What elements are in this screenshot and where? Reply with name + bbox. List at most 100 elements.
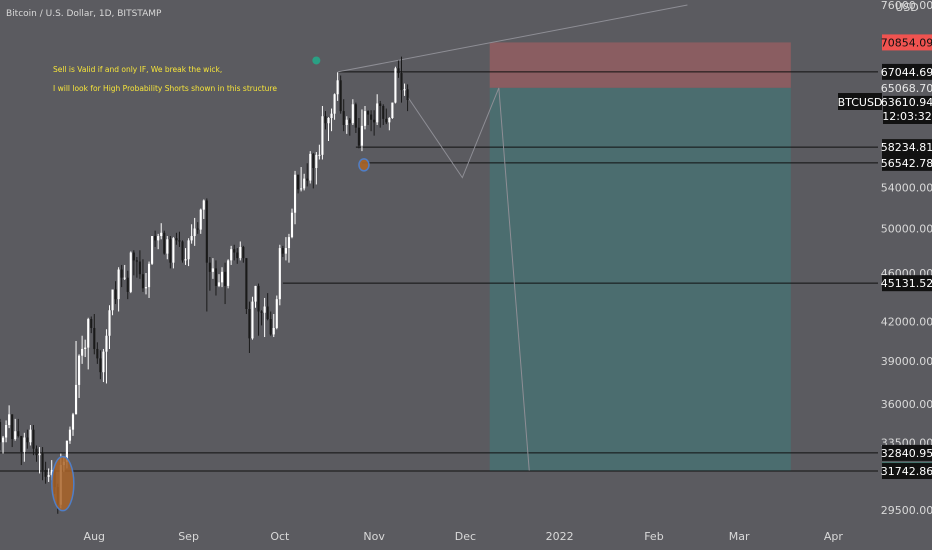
short-position-zones xyxy=(489,42,791,471)
candle xyxy=(300,167,303,192)
candle-body xyxy=(108,310,111,336)
candle-body xyxy=(236,252,239,259)
candle xyxy=(169,236,172,269)
candle xyxy=(275,295,278,330)
candle-body xyxy=(114,289,117,300)
candle xyxy=(175,232,178,245)
candle-body xyxy=(166,239,169,254)
candle xyxy=(38,447,41,474)
candle xyxy=(321,105,324,160)
candle xyxy=(379,100,382,128)
time-tick-label: Feb xyxy=(644,530,663,543)
candle-body xyxy=(87,319,90,348)
candle xyxy=(269,311,272,336)
candle xyxy=(312,152,315,189)
candle xyxy=(330,108,333,132)
candle-body xyxy=(394,68,397,103)
candle-body xyxy=(251,301,254,339)
time-axis[interactable]: Aug Sep Oct Nov Dec 2022 Feb Mar Apr xyxy=(84,530,844,543)
candle xyxy=(309,151,312,184)
candle xyxy=(220,267,224,288)
price-level-label-bg xyxy=(882,154,932,171)
chart-title: Bitcoin / U.S. Dollar, 1D, BITSTAMP xyxy=(6,9,162,19)
candle-body xyxy=(406,89,409,100)
candle xyxy=(360,109,364,152)
candle xyxy=(315,152,318,185)
candle xyxy=(84,339,87,358)
candle-body xyxy=(297,174,300,190)
candle xyxy=(382,104,385,125)
price-level-label: 70854.09 xyxy=(881,36,932,49)
candle xyxy=(327,117,330,142)
candle xyxy=(266,293,269,321)
price-level-label: 45131.52 xyxy=(881,277,932,290)
candle xyxy=(248,301,251,353)
candle xyxy=(141,259,145,292)
candle-body xyxy=(315,154,318,169)
candle-body xyxy=(50,470,53,476)
wick-highlight-ellipse xyxy=(358,158,370,172)
candle xyxy=(123,264,126,281)
candle-body xyxy=(96,348,99,359)
candle-body xyxy=(102,351,105,373)
candle xyxy=(87,317,90,370)
candle-body xyxy=(403,89,406,91)
candle xyxy=(251,296,254,340)
time-tick-label: Sep xyxy=(178,530,199,543)
candle xyxy=(406,84,409,112)
candle-body xyxy=(44,470,47,477)
candle xyxy=(68,426,72,444)
price-level-label-bg xyxy=(882,34,932,51)
candle-body xyxy=(117,269,120,300)
candle-body xyxy=(400,73,403,91)
candle-body xyxy=(178,240,181,242)
last-price-bg xyxy=(883,93,932,110)
candle-body xyxy=(309,153,312,181)
note-line-1: Sell is Valid if and only IF, We break t… xyxy=(53,65,222,74)
candle-body xyxy=(123,277,126,279)
candle xyxy=(400,56,403,103)
time-tick-label: Mar xyxy=(729,530,750,543)
candle xyxy=(303,173,306,191)
candle-body xyxy=(290,212,294,238)
projection-path[interactable] xyxy=(407,87,530,471)
candle-body xyxy=(0,421,2,443)
candle-body xyxy=(263,306,266,313)
candle xyxy=(147,261,151,298)
candle-body xyxy=(157,236,160,241)
candle xyxy=(363,105,367,130)
candle-body xyxy=(272,327,275,335)
candle-body xyxy=(208,262,211,272)
candle xyxy=(20,435,23,466)
candle-body xyxy=(199,209,202,230)
candle-body xyxy=(351,104,354,124)
candle-body xyxy=(278,248,281,300)
take-profit-zone[interactable] xyxy=(489,87,791,471)
candle-body xyxy=(163,232,166,254)
trend-line[interactable] xyxy=(337,4,688,73)
candle-body xyxy=(181,241,184,261)
candle xyxy=(96,342,99,364)
candle-body xyxy=(245,258,248,310)
candle xyxy=(193,217,196,246)
stop-loss-zone[interactable] xyxy=(489,42,791,88)
candle xyxy=(44,461,47,484)
candle xyxy=(339,75,342,114)
candle xyxy=(111,289,114,316)
candle-body xyxy=(129,252,132,292)
candle xyxy=(284,237,287,261)
candle-body xyxy=(135,260,138,262)
candle-body xyxy=(74,384,78,415)
candle-body xyxy=(312,153,315,169)
candle xyxy=(102,348,105,383)
candle-body xyxy=(35,448,38,456)
marker-dot xyxy=(312,56,321,65)
candle-body xyxy=(160,232,163,237)
candle-body xyxy=(257,285,260,312)
candles xyxy=(0,56,409,514)
candle-body xyxy=(266,306,269,320)
candle-body xyxy=(363,111,367,126)
candle xyxy=(385,108,388,125)
candle xyxy=(403,83,406,96)
